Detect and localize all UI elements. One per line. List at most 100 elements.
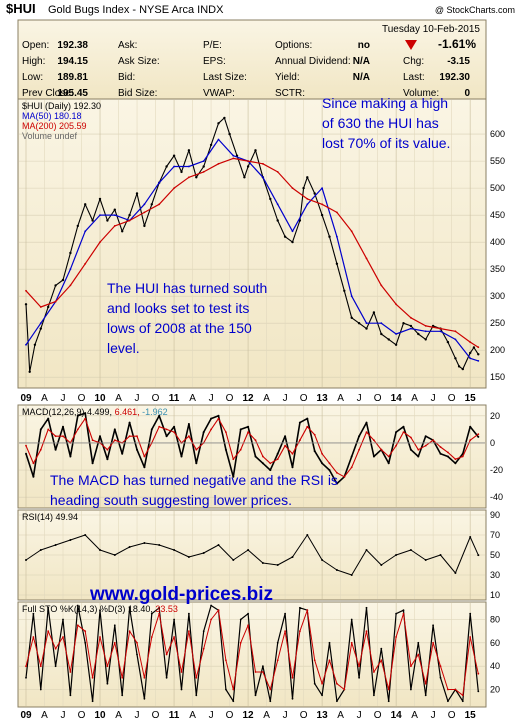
data-point xyxy=(121,230,124,233)
legend-part: 6.461, xyxy=(112,407,140,417)
price-panel: 150 200 250 300 350 400 450 500 550 600 $HUI (Dail… xyxy=(17,98,505,404)
data-point xyxy=(210,428,213,431)
quote-label: Last: xyxy=(403,72,425,83)
data-point xyxy=(350,466,353,469)
data-point xyxy=(395,554,398,556)
data-point xyxy=(350,316,353,319)
legend-entry: $HUI (Daily) 192.30 xyxy=(22,101,101,111)
data-point xyxy=(254,439,257,442)
data-point xyxy=(39,688,42,691)
x-tick-label: 09 xyxy=(20,393,32,404)
data-point xyxy=(306,534,309,536)
data-point xyxy=(99,636,101,638)
x-tick-label: O xyxy=(448,710,456,721)
data-point xyxy=(291,697,294,700)
data-point xyxy=(261,462,264,465)
data-point xyxy=(113,428,116,431)
data-point xyxy=(313,659,316,662)
data-point xyxy=(69,455,72,458)
data-point xyxy=(232,559,235,561)
y-tick-label: -20 xyxy=(490,465,503,475)
data-point xyxy=(165,653,168,656)
annotation-line: and looks set to test its xyxy=(107,300,249,316)
series-line xyxy=(25,138,479,362)
data-point xyxy=(424,694,427,697)
data-point xyxy=(143,203,146,206)
legend-entry: MACD(12,26,9) 4.499, 6.461, -1.962 xyxy=(22,407,168,417)
x-tick-label: J xyxy=(431,710,436,721)
data-point xyxy=(299,439,301,442)
x-tick-label: J xyxy=(61,393,66,404)
data-point xyxy=(454,338,457,341)
x-tick-label: A xyxy=(411,393,418,404)
data-point xyxy=(461,455,464,458)
data-point xyxy=(291,230,294,233)
data-point xyxy=(62,636,64,638)
data-point xyxy=(262,455,264,458)
data-point xyxy=(469,636,472,638)
annotation-top-right: Since making a high of 630 the HUI has l… xyxy=(322,95,450,151)
data-point xyxy=(269,197,272,201)
data-point xyxy=(432,439,434,442)
data-point xyxy=(372,455,375,458)
data-point xyxy=(54,544,57,546)
data-point xyxy=(247,624,250,627)
data-point xyxy=(91,439,94,442)
data-point xyxy=(335,569,338,571)
data-point xyxy=(298,421,301,424)
data-point xyxy=(284,435,287,438)
data-point xyxy=(84,630,87,633)
data-point xyxy=(128,435,131,438)
data-point xyxy=(84,641,87,644)
data-point xyxy=(395,303,397,306)
data-point xyxy=(410,316,412,319)
data-point xyxy=(32,462,35,465)
data-point xyxy=(158,425,161,428)
data-point xyxy=(113,554,116,556)
data-point xyxy=(217,417,220,420)
y-tick-label: 50 xyxy=(490,550,500,560)
data-point xyxy=(106,682,109,685)
data-point xyxy=(232,688,235,691)
x-tick-label: 15 xyxy=(465,710,477,721)
data-point xyxy=(128,546,131,548)
data-point xyxy=(25,559,27,561)
data-point xyxy=(224,448,227,451)
series-line xyxy=(25,412,479,485)
data-point xyxy=(291,676,294,679)
quote-label: Chg: xyxy=(403,56,424,67)
x-tick-label: A xyxy=(189,393,196,404)
data-point xyxy=(261,562,264,564)
data-point xyxy=(432,641,434,644)
data-point xyxy=(106,458,109,461)
data-point xyxy=(365,549,368,551)
data-point xyxy=(424,338,427,341)
data-point xyxy=(269,688,272,691)
data-point xyxy=(69,251,72,255)
x-tick-label: J xyxy=(135,710,140,721)
data-point xyxy=(217,138,220,141)
data-point xyxy=(61,278,65,282)
x-tick-label: 09 xyxy=(20,710,32,721)
data-point xyxy=(276,564,279,566)
data-point xyxy=(417,455,420,458)
y-tick-label: 150 xyxy=(490,372,505,382)
data-point xyxy=(365,630,368,633)
data-point xyxy=(54,435,57,438)
data-point xyxy=(195,176,198,179)
data-point xyxy=(188,612,190,615)
annotation-line: level. xyxy=(107,340,140,356)
data-point xyxy=(113,214,116,217)
x-tick-label: A xyxy=(115,393,122,404)
data-point xyxy=(447,451,449,454)
data-point xyxy=(469,357,472,360)
data-point xyxy=(439,452,442,455)
data-point xyxy=(143,466,146,469)
data-point xyxy=(321,694,323,697)
data-point xyxy=(128,219,131,222)
data-point xyxy=(469,439,472,442)
x-tick-label: O xyxy=(374,393,382,404)
x-tick-label: J xyxy=(357,710,362,721)
y-tick-label: 300 xyxy=(490,291,505,301)
data-point xyxy=(417,641,420,644)
